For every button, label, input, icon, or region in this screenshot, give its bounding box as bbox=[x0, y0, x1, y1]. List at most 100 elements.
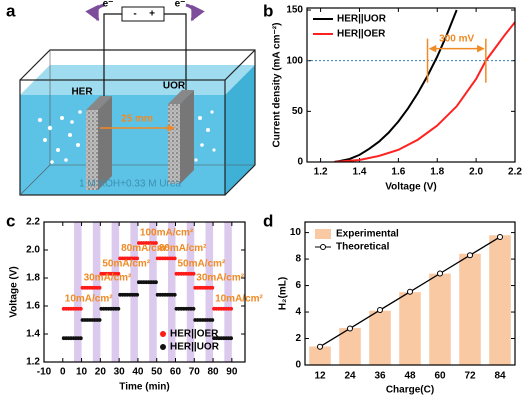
legend-swatch bbox=[320, 244, 326, 250]
x-tick-label: 2.0 bbox=[469, 167, 483, 178]
point bbox=[97, 285, 102, 290]
y-tick-label: 1.8 bbox=[26, 273, 40, 284]
point bbox=[229, 336, 233, 341]
y-tick-label: 1.4 bbox=[26, 329, 40, 340]
point bbox=[135, 292, 140, 297]
step-label: 30mA/cm² bbox=[196, 272, 244, 283]
x-tick-label: 40 bbox=[132, 367, 144, 378]
step-points bbox=[136, 280, 158, 285]
step-points bbox=[118, 292, 140, 297]
point bbox=[347, 325, 353, 332]
point bbox=[116, 271, 121, 276]
y-axis-label: H₂(mL) bbox=[278, 277, 289, 310]
x-axis-label: Charge(C) bbox=[386, 385, 434, 396]
step-points bbox=[212, 336, 233, 341]
bar bbox=[339, 327, 361, 365]
x-tick-label: 30 bbox=[114, 367, 126, 378]
band bbox=[167, 222, 176, 362]
band bbox=[74, 222, 82, 362]
band bbox=[130, 222, 138, 362]
point bbox=[229, 306, 233, 311]
x-axis-label: Voltage (V) bbox=[385, 182, 436, 193]
electrolyte-label: 1 M KOH+0.33 M Urea bbox=[79, 179, 181, 190]
step-points bbox=[118, 256, 140, 261]
point bbox=[191, 271, 196, 276]
legend-label: HER||UOR bbox=[337, 14, 387, 25]
y-tick-label: 50 bbox=[292, 106, 304, 117]
step-label: 100mA/cm² bbox=[140, 228, 194, 239]
step-points bbox=[174, 271, 196, 276]
bar bbox=[369, 310, 391, 365]
point bbox=[467, 252, 473, 259]
y-tick-label: 2 bbox=[295, 333, 301, 344]
y-tick-label: 10 bbox=[290, 227, 302, 238]
step-points bbox=[155, 292, 177, 297]
step-points bbox=[136, 241, 158, 245]
step-label: 80mA/cm² bbox=[159, 243, 207, 254]
panel-label: d bbox=[263, 211, 273, 230]
step-points bbox=[80, 318, 102, 322]
step-label: 30mA/cm² bbox=[84, 272, 132, 283]
plot-frame bbox=[43, 221, 246, 363]
point bbox=[437, 270, 443, 277]
point bbox=[210, 285, 215, 290]
legend-swatch bbox=[160, 344, 166, 350]
point bbox=[377, 307, 383, 314]
band bbox=[149, 222, 157, 362]
y-tick-label: 6 bbox=[295, 280, 301, 291]
x-tick-label: 36 bbox=[374, 371, 386, 382]
bar bbox=[489, 235, 511, 365]
cell-diagram bbox=[19, 3, 256, 196]
y-tick-label: 1.2 bbox=[26, 357, 40, 368]
step-points bbox=[193, 285, 215, 290]
x-tick-label: 80 bbox=[208, 367, 220, 378]
x-tick-label: 90 bbox=[226, 367, 238, 378]
step-points bbox=[212, 306, 233, 311]
legend-label: HER||UOR bbox=[170, 342, 220, 353]
panel-label: c bbox=[6, 211, 15, 230]
step-label: 50mA/cm² bbox=[102, 258, 150, 269]
point bbox=[78, 336, 83, 341]
band bbox=[205, 222, 214, 362]
y-tick-label: 8 bbox=[295, 254, 301, 265]
point bbox=[78, 306, 83, 311]
band bbox=[224, 222, 232, 362]
x-tick-label: 1.8 bbox=[430, 167, 444, 178]
x-tick-label: -10 bbox=[37, 367, 52, 378]
bar bbox=[459, 253, 481, 365]
y-tick-label: 0 bbox=[297, 157, 303, 168]
legend-label: Theoretical bbox=[336, 242, 390, 253]
y-tick-label: 1.6 bbox=[26, 301, 40, 312]
step-points bbox=[174, 306, 196, 311]
point bbox=[154, 241, 158, 245]
step-label: 10mA/cm² bbox=[215, 293, 263, 304]
x-tick-label: 1.6 bbox=[391, 167, 405, 178]
point bbox=[97, 318, 102, 322]
electron-label: e⁻ bbox=[175, 0, 186, 10]
line bbox=[334, 21, 515, 162]
plot-frame bbox=[304, 221, 516, 366]
gap-label: 25 mm bbox=[121, 114, 153, 125]
x-tick-label: 2.2 bbox=[508, 167, 522, 178]
y-axis-label: Current density (mA cm⁻²) bbox=[272, 23, 283, 148]
point bbox=[154, 280, 158, 285]
point bbox=[172, 292, 177, 297]
anode-label: UOR bbox=[163, 81, 186, 92]
y-tick-label: 150 bbox=[286, 5, 303, 16]
band bbox=[111, 222, 120, 362]
step-points bbox=[61, 306, 83, 311]
electron-label: e⁻ bbox=[103, 0, 114, 10]
supply-minus: - bbox=[133, 9, 136, 20]
bar bbox=[399, 292, 421, 365]
point bbox=[135, 256, 140, 261]
x-tick-label: 24 bbox=[344, 371, 356, 382]
y-tick-label: 2.2 bbox=[26, 217, 40, 228]
bracket-label: 300 mV bbox=[439, 33, 474, 44]
legend-swatch bbox=[315, 229, 331, 239]
x-tick-label: 84 bbox=[494, 371, 506, 382]
point bbox=[497, 233, 503, 240]
step-label: 80mA/cm² bbox=[121, 243, 169, 254]
x-tick-label: 60 bbox=[434, 371, 446, 382]
